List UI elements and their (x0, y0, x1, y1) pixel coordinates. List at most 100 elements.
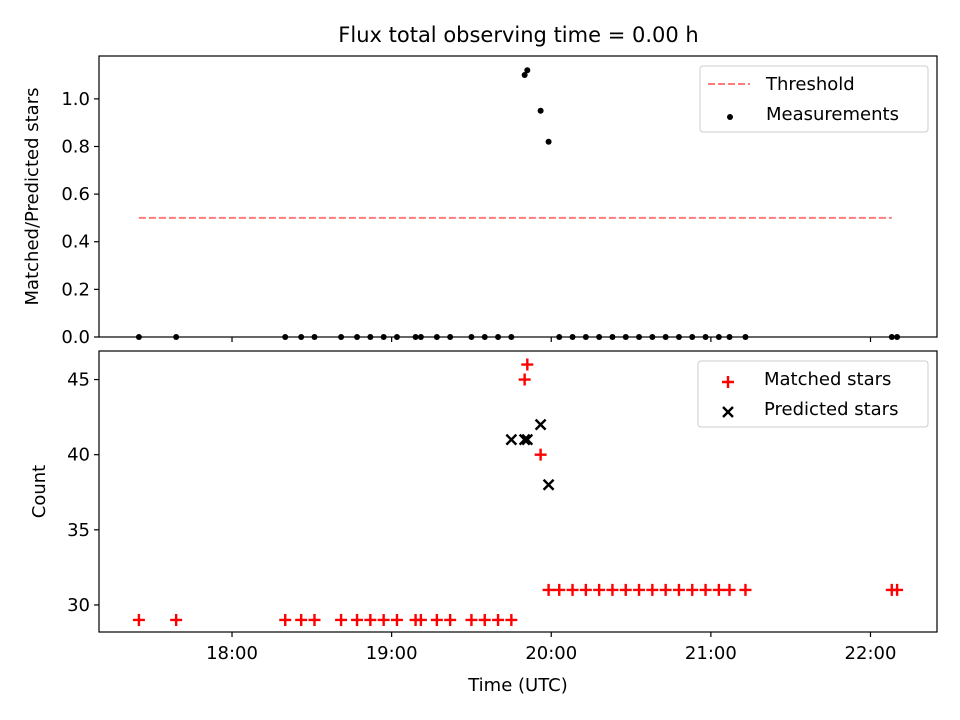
measurement-point (393, 334, 400, 340)
legend-frame (697, 360, 929, 428)
measurement-point (338, 334, 345, 340)
predicted-star-point (518, 433, 531, 446)
y-tick-label: 0.8 (61, 136, 90, 157)
legend-matched-icon (722, 376, 734, 388)
matched-star-point (619, 583, 632, 596)
matched-star-point (505, 613, 518, 626)
series-predicted-stars (505, 418, 555, 491)
matched-star-point (686, 583, 699, 596)
matched-star-point (542, 583, 555, 596)
measurement-point (894, 334, 901, 340)
y-tick-label: 0.6 (61, 184, 90, 205)
measurement-point (495, 334, 502, 340)
matched-star-point (606, 583, 619, 596)
x-axis-label: Time (UTC) (467, 675, 568, 696)
matched-star-point (659, 583, 672, 596)
matched-star-point (521, 358, 534, 371)
y-tick-label: 0.0 (61, 327, 90, 348)
measurement-point (545, 138, 552, 145)
measurement-point (582, 334, 589, 340)
matched-star-point (465, 613, 478, 626)
panel-2: 30 35 40 45 18:00 19:00 20:00 21:00 22:00 Count Ti… (29, 350, 938, 696)
measurement-point (508, 334, 515, 340)
legend-measurement-icon (727, 114, 733, 120)
axes-frame (98, 55, 938, 338)
measurement-point (468, 334, 475, 340)
y-tick-label: 0.2 (61, 279, 90, 300)
measurement-point (524, 67, 531, 74)
predicted-star-point (505, 433, 518, 446)
measurement-point (569, 334, 576, 340)
predicted-star-point (521, 433, 534, 446)
y-tick-label: 30 (67, 595, 90, 616)
matched-star-point (672, 583, 685, 596)
data-area (132, 358, 904, 626)
measurement-point (662, 334, 669, 340)
predicted-star-point (542, 478, 555, 491)
matched-star-point (593, 583, 606, 596)
matched-star-point (566, 583, 579, 596)
measurement-point (447, 334, 454, 340)
y-tick-label: 45 (67, 370, 90, 391)
measurement-point (412, 334, 419, 340)
x-tick-label: 21:00 (685, 643, 737, 664)
matched-star-point (579, 583, 592, 596)
legend: Matched stars Predicted stars (697, 360, 929, 428)
panel-1: 0.0 0.2 0.4 0.6 0.8 1.0 Matched/Predicted star… (22, 55, 938, 348)
legend-label: Threshold (765, 74, 855, 95)
matched-star-point (891, 583, 904, 596)
legend-label: Measurements (766, 104, 899, 125)
matched-star-point (132, 613, 145, 626)
measurement-point (311, 334, 318, 340)
series-matched-stars (132, 358, 904, 626)
measurement-point (715, 334, 722, 340)
matched-star-point (646, 583, 659, 596)
predicted-star-point (534, 418, 547, 431)
measurement-point (380, 334, 387, 340)
measurement-point (354, 334, 361, 340)
measurement-point (173, 334, 180, 340)
matched-star-point (390, 613, 403, 626)
legend-label: Predicted stars (764, 399, 898, 420)
matched-star-point (739, 583, 752, 596)
matched-star-point (699, 583, 712, 596)
matched-star-point (170, 613, 183, 626)
matched-star-point (279, 613, 292, 626)
measurement-point (622, 334, 629, 340)
x-tick-label: 22:00 (845, 643, 897, 664)
y-axis-label: Matched/Predicted stars (22, 88, 43, 306)
measurement-point (636, 334, 643, 340)
measurement-point (481, 334, 488, 340)
measurement-point (521, 72, 528, 79)
measurement-point (742, 334, 749, 340)
measurement-point (367, 334, 374, 340)
chart-layer: 0.0 0.2 0.4 0.6 0.8 1.0 Matched/Predicted star… (22, 55, 938, 696)
measurement-point (417, 334, 424, 340)
matched-star-point (295, 613, 308, 626)
matched-star-point (414, 613, 427, 626)
y-axis-label: Count (29, 465, 50, 518)
legend-predicted-icon (722, 406, 734, 418)
y-tick-label: 40 (67, 445, 90, 466)
measurement-point (556, 334, 563, 340)
legend-label: Matched stars (764, 369, 891, 390)
measurement-point (433, 334, 440, 340)
matched-star-point (492, 613, 505, 626)
matched-star-point (553, 583, 566, 596)
matched-star-point (444, 613, 457, 626)
matched-star-point (478, 613, 491, 626)
matched-star-point (712, 583, 725, 596)
measurement-point (135, 334, 142, 340)
matched-star-point (364, 613, 377, 626)
measurement-point (298, 334, 305, 340)
matched-star-point (430, 613, 443, 626)
measurement-point (702, 334, 709, 340)
matched-star-point (377, 613, 390, 626)
measurement-point (689, 334, 696, 340)
matched-star-point (518, 373, 531, 386)
x-tick-label: 18:00 (206, 643, 258, 664)
series-measurements (135, 67, 901, 340)
measurement-point (726, 334, 733, 340)
matched-star-point (335, 613, 348, 626)
